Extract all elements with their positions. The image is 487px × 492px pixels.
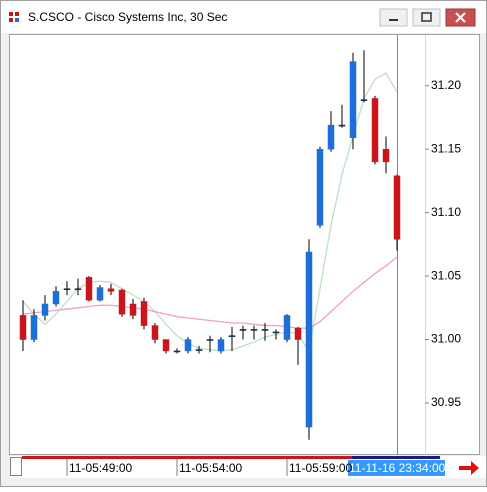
candle-body [19, 315, 27, 340]
candle-body [283, 315, 291, 340]
candle-body [30, 315, 38, 340]
window-title: S.CSCO - Cisco Systems Inc, 30 Sec [28, 10, 227, 24]
candle-body [316, 148, 324, 226]
candle-body [239, 329, 247, 331]
candle-body [184, 339, 192, 352]
candle-body [140, 301, 148, 326]
candle-body [382, 148, 390, 163]
close-button[interactable] [445, 8, 476, 27]
candle-body [162, 339, 170, 352]
candle-body [261, 329, 269, 331]
candle-body [41, 303, 49, 316]
candle-body [195, 349, 203, 351]
y-tick-label: 31.00 [431, 332, 461, 346]
candle-body [360, 99, 368, 101]
scroll-bar[interactable] [22, 456, 352, 459]
maximize-button[interactable] [412, 8, 441, 27]
candle-body [129, 303, 137, 316]
cursor-time-label: 11-11-16 23:34:00 [349, 461, 446, 475]
y-tick-label: 31.05 [431, 268, 461, 282]
candle-body [327, 124, 335, 150]
candle-body [107, 288, 115, 292]
candle-body [228, 335, 236, 337]
x-tick-label: 11-05:54:00 [179, 461, 242, 475]
scroll-box[interactable] [10, 457, 22, 476]
x-tick-label: 11-05:49:00 [69, 461, 132, 475]
plot-area [9, 34, 480, 455]
candle-body [272, 331, 280, 334]
y-tick-label: 31.15 [431, 141, 461, 155]
candle-body [85, 277, 93, 301]
minimize-button[interactable] [379, 8, 408, 27]
x-tick-label: 11-05:59:00 [289, 461, 352, 475]
candle-body [96, 287, 104, 301]
candle-body [393, 175, 401, 240]
candle-body [250, 329, 258, 331]
candle-body [151, 325, 159, 340]
candle-body [63, 288, 71, 291]
y-tick-label: 31.20 [431, 78, 461, 92]
candle-body [52, 291, 60, 305]
cursor-label-bg [348, 460, 445, 476]
moving-average-line [22, 256, 398, 329]
scroll-right-arrow[interactable] [459, 461, 479, 475]
y-tick-label: 30.95 [431, 395, 461, 409]
candle-body [305, 251, 313, 428]
candle-body [217, 339, 225, 352]
candle-body [338, 124, 346, 127]
y-tick-label: 31.10 [431, 205, 461, 219]
candle-body [206, 339, 214, 341]
window-icon [9, 12, 19, 22]
candle-body [371, 98, 379, 163]
candle-body [294, 327, 302, 340]
candle-body [349, 61, 357, 139]
candle-body [74, 288, 82, 291]
candle-body [118, 289, 126, 315]
candle-body [173, 350, 181, 353]
scroll-thumb[interactable] [352, 456, 440, 459]
